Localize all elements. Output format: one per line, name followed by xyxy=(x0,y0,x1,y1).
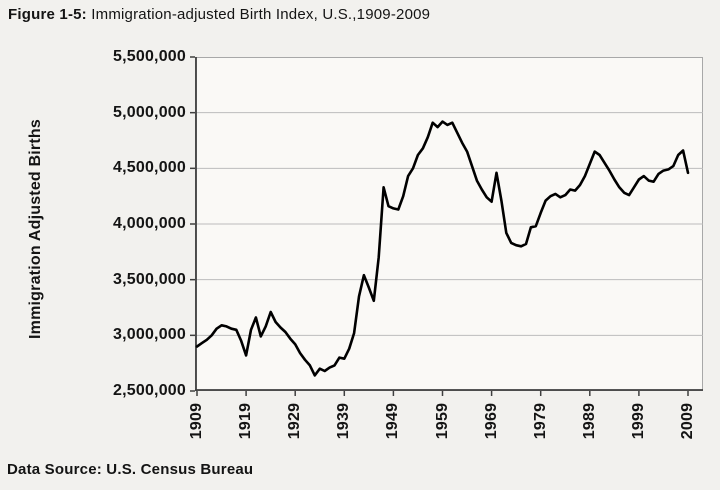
source-note: Data Source: U.S. Census Bureau xyxy=(7,461,254,478)
x-tick-label: 1969 xyxy=(482,402,500,440)
y-tick-label: 4,500,000 xyxy=(113,159,186,177)
y-tick-label: 3,500,000 xyxy=(113,270,186,288)
x-tick-label: 1909 xyxy=(188,402,205,440)
y-tick-label: 5,500,000 xyxy=(113,48,186,65)
y-tick-label: 2,500,000 xyxy=(113,382,186,399)
x-tick-label: 1929 xyxy=(286,402,304,440)
y-tick-label: 3,000,000 xyxy=(113,326,186,344)
x-tick-label: 1979 xyxy=(531,402,549,440)
figure-title: Figure 1-5: Immigration-adjusted Birth I… xyxy=(8,6,430,23)
x-tick-label: 1989 xyxy=(580,402,598,440)
birth-index-line xyxy=(195,120,690,377)
x-tick-label: 1939 xyxy=(335,402,353,440)
x-tick-label: 1949 xyxy=(384,402,402,440)
figure-title-text: Immigration-adjusted Birth Index, U.S.,1… xyxy=(86,6,431,23)
plot-svg xyxy=(190,56,703,396)
y-tick-label: 5,000,000 xyxy=(113,103,186,121)
x-tick-label: 1999 xyxy=(629,402,647,440)
figure-number-label: Figure 1-5: xyxy=(8,6,87,23)
y-axis-title: Immigration Adjusted Births xyxy=(27,119,44,339)
y-tick-label: 4,000,000 xyxy=(113,215,186,232)
x-tick-label: 1919 xyxy=(237,402,255,440)
x-tick-label: 2009 xyxy=(679,402,696,440)
x-tick-label: 1959 xyxy=(433,402,451,440)
